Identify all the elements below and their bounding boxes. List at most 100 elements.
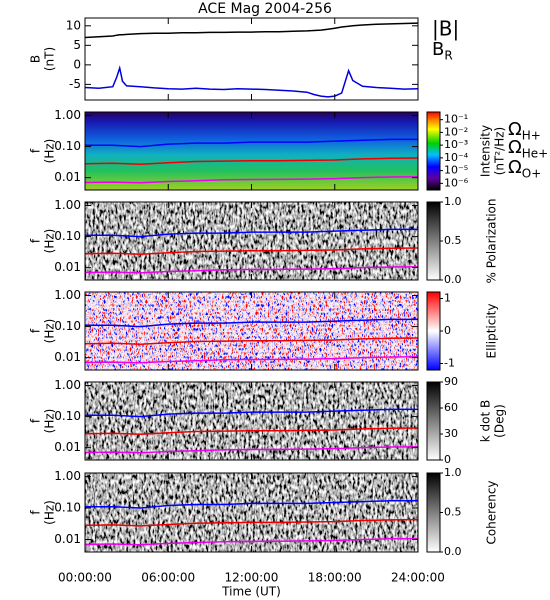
x-tick-label: 24:00:00 — [391, 571, 445, 585]
colorbar-tick-label: -1 — [444, 357, 455, 370]
spectrogram-image — [85, 382, 418, 460]
data-line — [84, 265, 419, 274]
colorbar-label: % Polarization — [485, 199, 499, 284]
colorbar-tick-label: 30 — [444, 427, 458, 440]
colorbar-tick-label: 0.0 — [444, 273, 462, 286]
y-axis-unit: (Hz) — [43, 229, 57, 254]
colorbar — [426, 381, 441, 461]
colorbar-tick-label: 10⁻³ — [444, 138, 468, 151]
colorbar-unit: (Deg) — [493, 404, 507, 438]
data-line — [84, 537, 419, 546]
spectrogram-image — [85, 202, 418, 280]
data-line — [85, 318, 418, 328]
data-line — [85, 408, 418, 418]
data-line — [84, 247, 419, 255]
colorbar-tick-label: 0.0 — [444, 545, 462, 558]
data-line — [84, 518, 419, 527]
colorbar-label: Intensity — [479, 125, 493, 177]
colorbar — [426, 201, 441, 281]
data-line — [84, 337, 419, 345]
colorbar-label: Coherency — [485, 480, 499, 544]
y-tick-label: 1.00 — [54, 469, 81, 483]
y-tick-label: 5 — [73, 38, 81, 52]
y-axis-unit: (Hz) — [43, 319, 57, 344]
y-tick-label: 0.01 — [54, 170, 81, 184]
y-tick-label: 0.10 — [54, 319, 81, 333]
y-tick-label: 0.01 — [54, 440, 81, 454]
legend-subscript: O+ — [522, 167, 542, 181]
colorbar-unit: (nT²/Hz) — [493, 127, 507, 175]
y-tick-label: 0 — [73, 57, 81, 71]
y-tick-label: 1.00 — [54, 288, 81, 302]
legend-label: Ω — [508, 137, 522, 158]
colorbar-tick-label: 0.5 — [444, 234, 462, 247]
spectrogram-image — [85, 473, 418, 552]
colorbar-tick-label: 0 — [444, 324, 451, 337]
legend-subscript: R — [444, 49, 452, 63]
x-axis-label: Time (UT) — [221, 585, 281, 599]
data-line — [85, 500, 418, 509]
colorbar — [426, 111, 441, 191]
colorbar-tick-label: 1 — [444, 292, 451, 305]
colorbar-tick-label: 10⁻⁶ — [444, 176, 469, 189]
y-tick-label: 0.01 — [54, 532, 81, 546]
colorbar-tick-label: 10⁻² — [444, 125, 468, 138]
data-line — [85, 138, 418, 148]
y-axis-unit: (Hz) — [43, 139, 57, 164]
y-tick-label: 0.10 — [54, 229, 81, 243]
colorbar-tick-label: 10⁻⁵ — [444, 164, 468, 177]
colorbar-label: k dot B — [479, 400, 493, 442]
x-tick-label: 18:00:00 — [308, 571, 362, 585]
spectrogram-image — [85, 112, 418, 190]
x-tick-label: 06:00:00 — [141, 571, 195, 585]
y-axis-label: f — [29, 328, 43, 333]
colorbar-tick-label: 1.0 — [444, 195, 462, 208]
y-axis-unit: (nT) — [43, 47, 57, 71]
y-tick-label: 0.01 — [54, 350, 81, 364]
y-tick-label: 10 — [66, 18, 81, 32]
y-tick-label: 1.00 — [54, 198, 81, 212]
x-tick-label: 00:00:00 — [58, 571, 112, 585]
colorbar-tick-label: 60 — [444, 401, 458, 414]
data-line — [84, 22, 419, 39]
legend-label: B — [432, 39, 444, 60]
x-tick-label: 12:00:00 — [225, 571, 279, 585]
y-tick-label: -5 — [69, 77, 81, 91]
chart-title: ACE Mag 2004-256 — [198, 1, 332, 17]
colorbar-tick-label: 10⁻⁴ — [444, 151, 469, 164]
colorbar-label: Ellipticity — [485, 304, 499, 359]
legend-label: |B| — [432, 17, 459, 41]
y-tick-label: 1.00 — [54, 108, 81, 122]
data-line — [84, 157, 419, 165]
colorbar — [426, 472, 441, 553]
legend-label: Ω — [508, 119, 522, 140]
y-axis-label: f — [29, 148, 43, 153]
colorbar-tick-label: 90 — [444, 375, 458, 388]
spectrogram-image — [85, 292, 418, 370]
y-tick-label: 0.10 — [54, 501, 81, 515]
data-line — [84, 355, 419, 364]
y-axis-unit: (Hz) — [43, 409, 57, 434]
y-tick-label: 0.01 — [54, 260, 81, 274]
colorbar-tick-label: 0.5 — [444, 506, 462, 519]
colorbar-tick-label: 1.0 — [444, 466, 462, 479]
y-axis-label: f — [29, 238, 43, 243]
data-line — [84, 65, 419, 98]
y-tick-label: 1.00 — [54, 378, 81, 392]
y-axis-label: f — [29, 510, 43, 515]
colorbar-tick-label: 10⁻¹ — [444, 113, 468, 126]
y-axis-label: f — [29, 418, 43, 423]
data-line — [84, 445, 419, 454]
legend-label: Ω — [508, 157, 522, 178]
data-line — [84, 175, 419, 184]
data-line — [85, 228, 418, 238]
y-axis-unit: (Hz) — [43, 500, 57, 525]
legend-subscript: H+ — [522, 129, 541, 143]
colorbar-tick-label: 0 — [444, 453, 451, 466]
y-axis-label: B — [29, 55, 43, 63]
plot-frame — [84, 17, 419, 101]
y-tick-label: 0.10 — [54, 409, 81, 423]
data-line — [84, 427, 419, 435]
y-tick-label: 0.10 — [54, 139, 81, 153]
